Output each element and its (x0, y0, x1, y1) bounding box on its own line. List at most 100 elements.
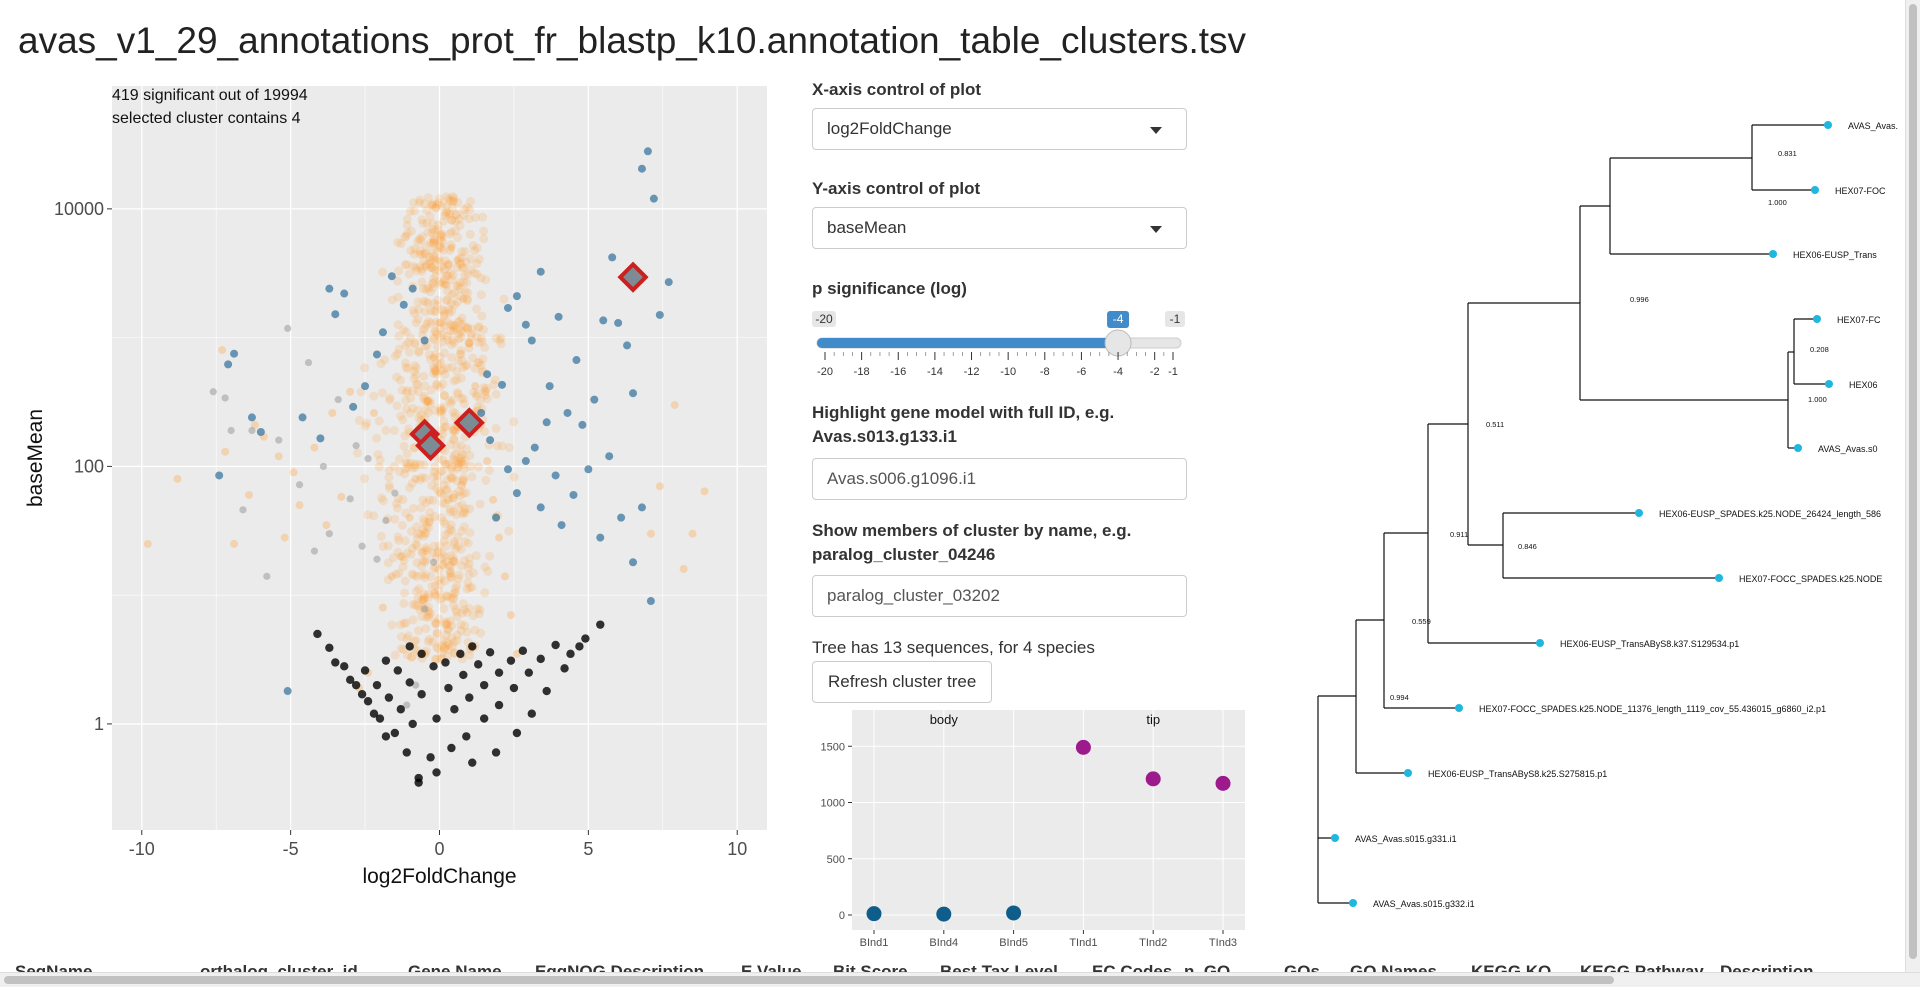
nonsig-density-point (448, 321, 458, 331)
low-count-point (313, 629, 322, 639)
grey-point (275, 436, 283, 444)
nonsig-density-point (401, 231, 411, 241)
low-count-point (360, 666, 370, 675)
nonsig-density-point (421, 262, 431, 272)
y-axis-select[interactable]: baseMean (812, 207, 1187, 249)
nonsig-density-point (389, 553, 399, 563)
vertical-scrollbar[interactable] (1905, 0, 1920, 972)
refresh-cluster-tree-button[interactable]: Refresh cluster tree (812, 661, 993, 703)
nonsig-density-point (418, 556, 428, 566)
nonsig-density-point (430, 588, 440, 598)
main-scatter-plot[interactable]: -10 -5 0 5 10 1 100 10000 419 significant out of… (0, 80, 780, 890)
nonsig-density-point (439, 536, 449, 546)
nonsig-density-point (410, 339, 420, 349)
nonsig-density-point (378, 496, 388, 506)
sig-point (536, 503, 545, 512)
nonsig-density-point (504, 443, 514, 453)
tree-tip-marker (1825, 380, 1833, 388)
nonsig-density-point (411, 263, 421, 273)
nonsig-density-point (470, 363, 480, 373)
nonsig-density-point (476, 628, 486, 638)
nonsig-density-point (406, 458, 416, 468)
nonsig-density-point (435, 242, 445, 252)
nonsig-density-point (482, 394, 492, 404)
nonsig-point (322, 521, 331, 530)
scrollbar-thumb[interactable] (1909, 4, 1917, 959)
nonsig-density-point (430, 512, 440, 522)
p-significance-label: p significance (log) (812, 279, 967, 298)
nonsig-density-point (465, 450, 475, 460)
low-count-point (479, 714, 489, 723)
nonsig-density-point (427, 200, 437, 210)
nonsig-density-point (467, 582, 477, 592)
nonsig-density-point (451, 216, 461, 226)
nonsig-density-point (418, 524, 428, 534)
nonsig-density-point (446, 340, 456, 350)
nonsig-density-point (453, 389, 463, 399)
nonsig-density-point (437, 489, 447, 499)
y-axis-control-label: Y-axis control of plot (812, 179, 981, 198)
nonsig-density-point (478, 354, 488, 364)
nonsig-density-point (403, 363, 413, 373)
nonsig-density-point (438, 636, 448, 646)
nonsig-density-point (433, 295, 443, 305)
cluster-name-input[interactable] (812, 575, 1187, 617)
nonsig-density-point (478, 212, 488, 222)
nonsig-density-point (429, 467, 439, 477)
grey-point (248, 426, 256, 435)
nonsig-density-point (446, 464, 456, 474)
nonsig-density-point (393, 276, 403, 286)
nonsig-density-point (447, 362, 457, 372)
nonsig-density-point (412, 379, 422, 389)
nonsig-density-point (418, 393, 428, 403)
nonsig-density-point (411, 459, 421, 469)
nonsig-density-point (438, 429, 448, 439)
nonsig-density-point (440, 459, 450, 469)
nonsig-density-point (495, 335, 505, 345)
nonsig-density-point (438, 379, 448, 389)
dropdown-caret-icon (1150, 127, 1162, 134)
nonsig-density-point (452, 263, 462, 273)
slider-value-label: -4 (1113, 312, 1124, 326)
nonsig-density-point (449, 637, 459, 647)
horizontal-scrollbar[interactable] (0, 972, 1920, 987)
p-significance-slider[interactable]: -20 -1 -4 -20 -18 -16 -14 -12 -10 -8 -6 -4 -2 -1 (812, 305, 1192, 385)
nonsig-density-point (442, 484, 452, 494)
tree-tip-label: HEX07-FOC (1835, 186, 1886, 196)
nonsig-density-point (457, 450, 467, 460)
x-axis-select[interactable]: log2FoldChange (812, 108, 1187, 150)
nonsig-density-point (429, 298, 439, 308)
nonsig-density-point (476, 360, 486, 370)
slider-value-bubble (1107, 311, 1130, 328)
nonsig-density-point (474, 358, 484, 368)
grey-point (429, 558, 438, 566)
scrollbar-thumb[interactable] (4, 976, 1614, 984)
nonsig-density-point (437, 330, 447, 340)
nonsig-density-point (406, 526, 416, 536)
highlight-gene-input[interactable] (812, 458, 1187, 500)
slider-tick-label: -10 (1000, 366, 1016, 378)
nonsig-density-point (434, 575, 444, 585)
nonsig-density-point (423, 317, 433, 327)
nonsig-density-point (420, 248, 430, 258)
sig-point (542, 418, 551, 427)
nonsig-point (370, 408, 378, 417)
nonsig-density-point (448, 473, 458, 483)
nonsig-density-point (423, 283, 433, 293)
nonsig-density-point (423, 193, 433, 203)
nonsig-density-point (410, 462, 420, 472)
nonsig-density-point (428, 263, 438, 273)
nonsig-density-point (431, 367, 441, 377)
nonsig-density-point (416, 410, 426, 420)
nonsig-density-point (432, 628, 442, 638)
nonsig-point (429, 353, 438, 362)
nonsig-density-point (433, 644, 443, 654)
nonsig-density-point (362, 418, 372, 428)
nonsig-density-point (445, 593, 455, 603)
nonsig-density-point (425, 399, 435, 409)
low-count-point (414, 773, 423, 783)
sig-point (590, 395, 599, 404)
nonsig-density-point (392, 401, 402, 411)
nonsig-density-point (462, 202, 472, 212)
nonsig-density-point (450, 412, 460, 422)
